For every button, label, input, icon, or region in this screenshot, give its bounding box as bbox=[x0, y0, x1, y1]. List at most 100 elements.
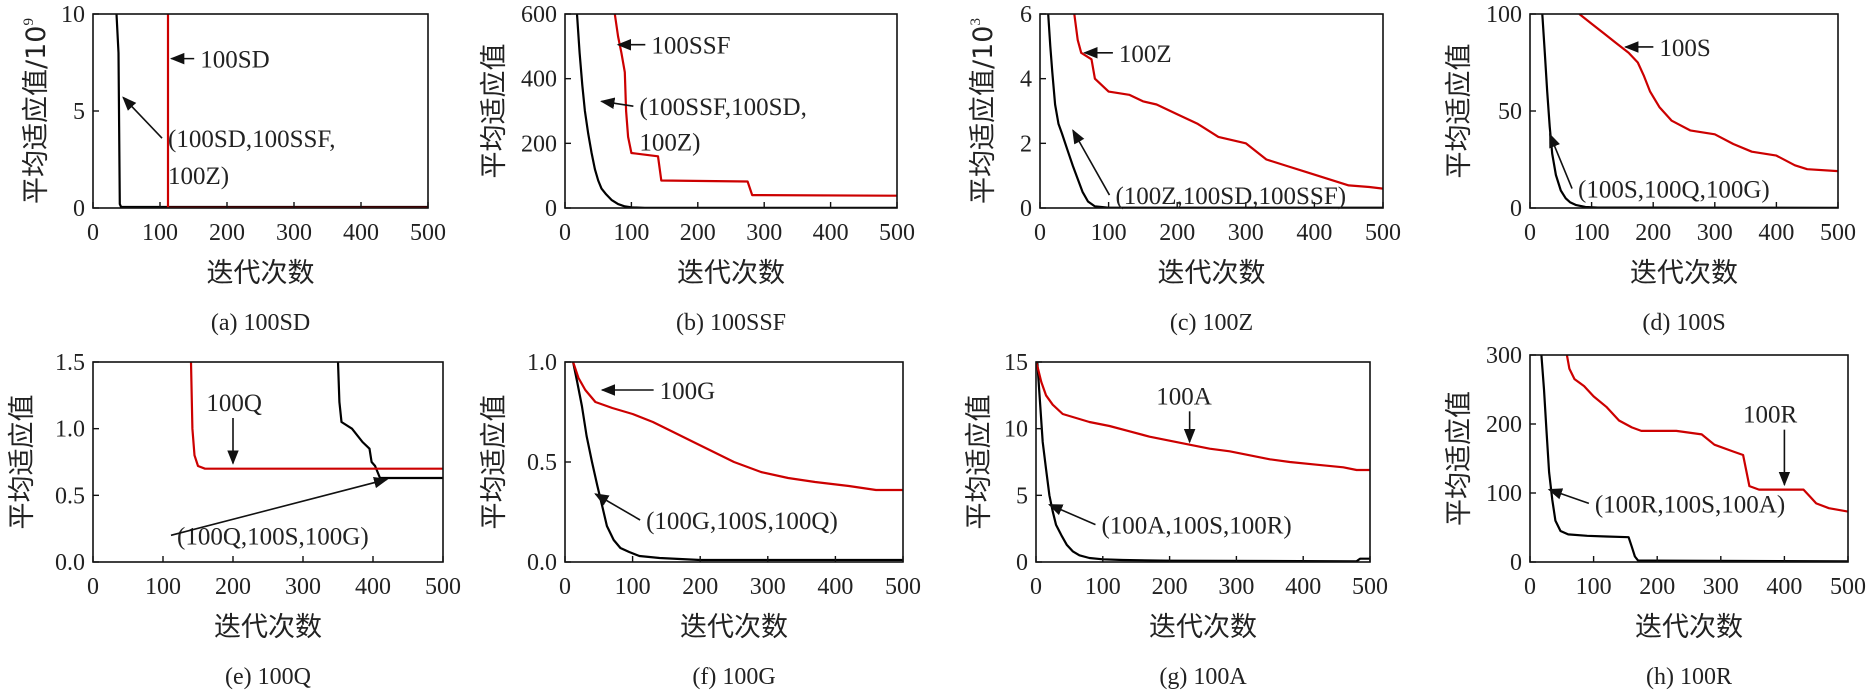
series-line-1 bbox=[1540, 355, 1848, 562]
y-tick-label: 6 bbox=[1020, 2, 1032, 28]
x-tick-label: 300 bbox=[276, 220, 312, 246]
x-axis-label: 迭代次数 bbox=[680, 612, 788, 643]
annotation-label: (100S,100Q,100G) bbox=[1578, 177, 1770, 204]
annotation-label: 100Q bbox=[206, 390, 262, 417]
y-tick-label: 1.0 bbox=[527, 350, 557, 376]
x-tick-label: 500 bbox=[885, 574, 921, 600]
x-axis-label: 迭代次数 bbox=[214, 612, 322, 643]
annotation-label: 100A bbox=[1156, 383, 1212, 410]
y-axis-label: 平均适应值/103 bbox=[968, 18, 999, 204]
series-line-2 bbox=[1073, 14, 1383, 190]
x-tick-label: 300 bbox=[1228, 220, 1264, 246]
y-tick-label: 0 bbox=[1020, 196, 1032, 222]
annotation-arrow bbox=[1547, 488, 1590, 505]
series-line-2 bbox=[1578, 14, 1838, 173]
x-tick-label: 200 bbox=[1639, 574, 1675, 600]
annotation-label: (100SD,100SSF, bbox=[168, 126, 335, 153]
annotation-label: 100SSF bbox=[651, 33, 730, 60]
x-tick-label: 100 bbox=[145, 574, 181, 600]
series-line-2 bbox=[189, 362, 443, 470]
panel-caption: (a) 100SD bbox=[211, 310, 310, 336]
plot-frame bbox=[1039, 13, 1384, 209]
x-tick-label: 500 bbox=[410, 220, 446, 246]
panel-2: 0 100 200 300 400 500 0 200 400 600 迭代次数 平均适应值 (b) 1… bbox=[479, 2, 915, 336]
x-tick-label: 400 bbox=[1758, 220, 1794, 246]
y-tick-label: 1.5 bbox=[55, 350, 85, 376]
panel-8: 0 100 200 300 400 500 0 100 200 300 迭代次数 平均适应值 (h) 1… bbox=[1444, 343, 1866, 690]
x-axis-label: 迭代次数 bbox=[1149, 612, 1257, 643]
series-line-1 bbox=[572, 362, 903, 562]
annotation-arrow bbox=[1072, 129, 1111, 196]
x-tick-label: 300 bbox=[746, 220, 782, 246]
annotation-label: 100R bbox=[1743, 402, 1798, 429]
x-tick-label: 100 bbox=[1091, 220, 1127, 246]
x-tick-label: 200 bbox=[680, 220, 716, 246]
y-tick-label: 0.0 bbox=[55, 550, 85, 576]
series-line-2 bbox=[572, 362, 903, 492]
y-tick-label: 0.5 bbox=[527, 450, 557, 476]
series-line-1 bbox=[1541, 14, 1838, 208]
panel-caption: (b) 100SSF bbox=[676, 310, 786, 336]
x-tick-label: 300 bbox=[750, 574, 786, 600]
x-tick-label: 300 bbox=[1218, 574, 1254, 600]
y-tick-label: 0.0 bbox=[527, 550, 557, 576]
x-tick-label: 100 bbox=[142, 220, 178, 246]
annotation-label: 100SD bbox=[200, 47, 269, 74]
y-tick-label: 50 bbox=[1498, 99, 1522, 125]
x-tick-label: 100 bbox=[1576, 574, 1612, 600]
panel-1: 0 100 200 300 400 500 0 5 10 迭代次数 平均适应值/109 (a) 100… bbox=[21, 2, 446, 336]
x-tick-label: 0 bbox=[559, 574, 571, 600]
y-axis-label-exponent: 3 bbox=[968, 18, 984, 26]
panel-caption: (f) 100G bbox=[692, 664, 775, 690]
panel-caption: (h) 100R bbox=[1646, 664, 1732, 690]
y-tick-label: 2 bbox=[1020, 131, 1032, 157]
panel-6: 0 100 200 300 400 500 0.0 0.5 1.0 迭代次数 平均适应值 (f) 10… bbox=[479, 350, 921, 690]
x-tick-label: 400 bbox=[817, 574, 853, 600]
panel-caption: (c) 100Z bbox=[1170, 310, 1253, 336]
x-tick-label: 500 bbox=[879, 220, 915, 246]
series-line-1 bbox=[575, 14, 897, 208]
annotation-label: (100SSF,100SD, bbox=[639, 94, 807, 121]
x-tick-label: 200 bbox=[1635, 220, 1671, 246]
annotation-label: (100Q,100S,100G) bbox=[177, 523, 369, 550]
series-line-1 bbox=[1036, 362, 1370, 562]
panel-caption: (d) 100S bbox=[1642, 310, 1725, 336]
x-tick-label: 300 bbox=[1697, 220, 1733, 246]
y-tick-label: 0 bbox=[73, 196, 85, 222]
x-tick-label: 300 bbox=[285, 574, 321, 600]
annotation-label: (100Z,100SD,100SSF) bbox=[1115, 183, 1346, 210]
y-axis-label: 平均适应值 bbox=[7, 395, 38, 530]
y-tick-label: 0 bbox=[1016, 550, 1028, 576]
x-axis-label: 迭代次数 bbox=[1635, 612, 1743, 643]
annotation-label: 100S bbox=[1659, 35, 1710, 62]
y-axis-label: 平均适应值 bbox=[1444, 44, 1475, 179]
annotation-arrow bbox=[122, 96, 163, 139]
x-tick-label: 400 bbox=[355, 574, 391, 600]
series-line-1 bbox=[1047, 14, 1383, 208]
plot-frame bbox=[92, 361, 444, 563]
x-tick-label: 200 bbox=[1152, 574, 1188, 600]
y-tick-label: 300 bbox=[1486, 343, 1522, 369]
panel-3: 0 100 200 300 400 500 0 2 4 6 迭代次数 平均适应值/103 (c) 100… bbox=[968, 2, 1401, 336]
annotation-label: (100R,100S,100A) bbox=[1595, 491, 1785, 518]
x-tick-label: 500 bbox=[1365, 220, 1401, 246]
y-axis-label: 平均适应值 bbox=[964, 395, 995, 530]
y-axis-label: 平均适应值 bbox=[479, 44, 510, 179]
y-tick-label: 1.0 bbox=[55, 417, 85, 443]
series-line-2 bbox=[1565, 355, 1848, 513]
panel-5: 0 100 200 300 400 500 0.0 0.5 1.0 1.5 迭代次数 平均适应值 (e)… bbox=[7, 350, 461, 690]
x-tick-label: 400 bbox=[1766, 574, 1802, 600]
x-tick-label: 0 bbox=[87, 574, 99, 600]
x-tick-label: 400 bbox=[343, 220, 379, 246]
y-tick-label: 200 bbox=[521, 131, 557, 157]
annotation-label: 100G bbox=[660, 378, 716, 405]
x-tick-label: 200 bbox=[209, 220, 245, 246]
plot-frame bbox=[92, 13, 429, 209]
panel-4: 0 100 200 300 400 500 0 50 100 迭代次数 平均适应值 (d) 100S 1… bbox=[1444, 2, 1856, 336]
y-tick-label: 15 bbox=[1004, 350, 1028, 376]
y-tick-label: 100 bbox=[1486, 2, 1522, 28]
y-axis-label-exponent: 9 bbox=[21, 18, 37, 26]
x-tick-label: 500 bbox=[1820, 220, 1856, 246]
y-tick-label: 10 bbox=[1004, 417, 1028, 443]
x-tick-label: 500 bbox=[1352, 574, 1388, 600]
